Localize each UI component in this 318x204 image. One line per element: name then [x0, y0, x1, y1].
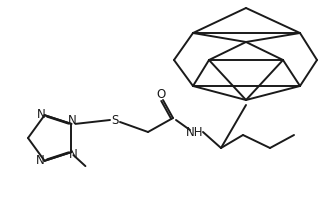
Text: N: N	[68, 114, 77, 127]
Text: N: N	[37, 108, 46, 121]
Text: NH: NH	[186, 125, 204, 139]
Text: O: O	[156, 89, 166, 102]
Text: S: S	[111, 113, 119, 126]
Text: N: N	[36, 154, 45, 167]
Text: N: N	[69, 148, 78, 161]
